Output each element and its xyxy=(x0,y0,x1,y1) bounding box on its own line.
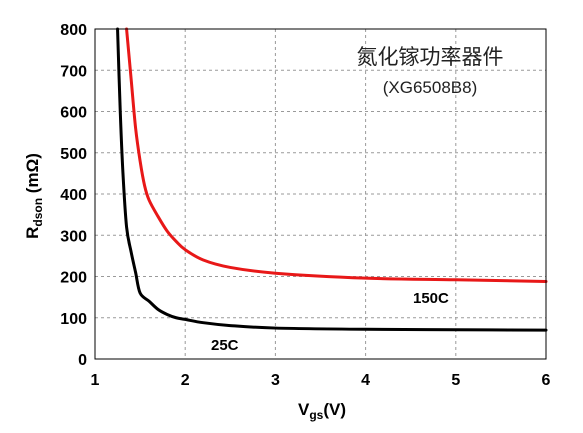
x-tick-label: 6 xyxy=(542,372,551,389)
x-tick-label: 3 xyxy=(271,372,280,389)
y-tick-label: 700 xyxy=(60,63,87,80)
x-tick-label: 4 xyxy=(361,372,370,389)
y-tick-label: 600 xyxy=(60,105,87,122)
plot-frame xyxy=(94,28,547,360)
series-layer xyxy=(116,27,548,332)
grid xyxy=(95,29,546,359)
y-tick-label: 300 xyxy=(60,228,87,245)
y-tick-label: 200 xyxy=(60,270,87,287)
y-tick-label: 800 xyxy=(60,22,87,39)
y-tick-label: 100 xyxy=(60,311,87,328)
series-label-25c: 25C xyxy=(211,337,239,354)
chart-subtitle: (XG6508B8) xyxy=(383,78,478,97)
x-tick-label: 5 xyxy=(451,372,460,389)
series-line-25c xyxy=(116,27,548,332)
y-tick-label: 400 xyxy=(60,187,87,204)
chart-title: 氮化镓功率器件 xyxy=(357,45,504,69)
series-line-150c xyxy=(125,27,548,283)
x-tick-label: 1 xyxy=(91,372,100,389)
y-tick-labels: 0 100 200 300 400 500 600 700 800 xyxy=(60,22,87,369)
y-tick-label: 0 xyxy=(78,352,87,369)
x-tick-label: 2 xyxy=(181,372,190,389)
x-axis-title: Vgs(V) xyxy=(298,400,346,422)
y-axis-title: Rdson (mΩ) xyxy=(23,153,45,239)
y-tick-label: 500 xyxy=(60,146,87,163)
x-tick-labels: 1 2 3 4 5 6 xyxy=(91,372,551,389)
series-label-150c: 150C xyxy=(413,290,449,307)
